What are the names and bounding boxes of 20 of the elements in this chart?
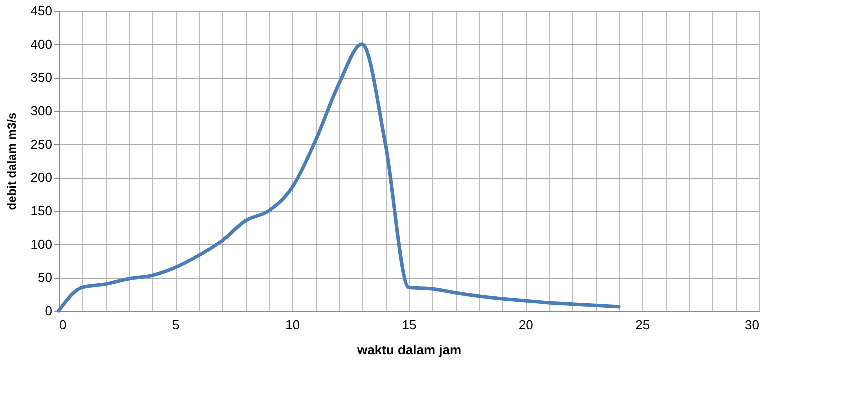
y-tick-label: 450 — [30, 4, 52, 18]
x-axis-title: waktu dalam jam — [356, 342, 462, 358]
x-tick-label: 20 — [518, 318, 534, 332]
x-tick-label: 15 — [402, 318, 417, 332]
x-tick-label: 0 — [60, 318, 67, 332]
y-tick-label: 200 — [30, 170, 52, 186]
y-tick-label: 50 — [38, 270, 52, 286]
y-tick-label: 250 — [30, 136, 52, 152]
y-tick-label: 300 — [30, 104, 52, 118]
x-tick-label: 5 — [172, 318, 180, 332]
y-axis-title: debit dalam m3/s — [4, 112, 19, 210]
x-tick-label: 10 — [286, 318, 300, 332]
x-tick-label: 30 — [745, 318, 760, 332]
y-tick-label: 0 — [45, 304, 52, 318]
y-tick-label: 400 — [30, 36, 52, 52]
line-series — [57, 42, 621, 313]
y-tick-label: 350 — [30, 70, 52, 86]
y-tick-label: 150 — [30, 204, 52, 218]
y-tick-label: 100 — [30, 236, 52, 252]
x-tick-label: 25 — [636, 318, 650, 332]
